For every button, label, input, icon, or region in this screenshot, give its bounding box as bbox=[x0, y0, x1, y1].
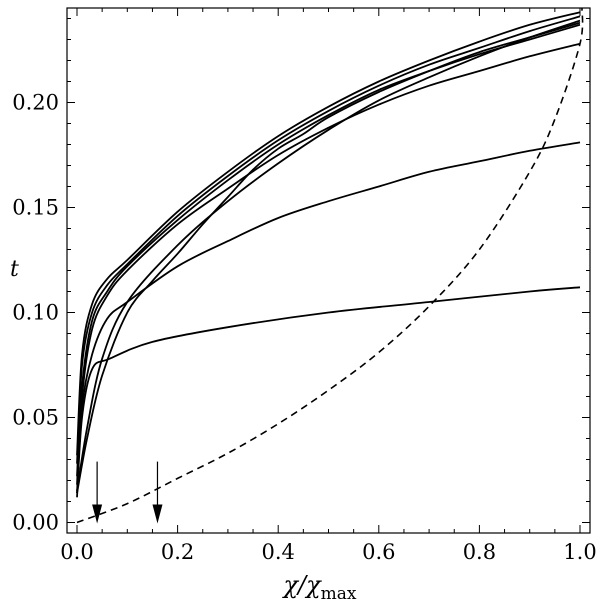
solid-curve-6 bbox=[76, 19, 581, 492]
solid-curve-4 bbox=[76, 23, 581, 477]
x-axis-label-main: χ/χ bbox=[281, 571, 322, 599]
arrow-head bbox=[152, 504, 163, 524]
x-axis-label-subscript: max bbox=[321, 584, 357, 600]
y-tick-label: 0.20 bbox=[12, 91, 59, 115]
y-axis-label: t bbox=[10, 257, 19, 282]
solid-curve-1 bbox=[76, 286, 581, 498]
y-tick-label: 0.00 bbox=[12, 511, 59, 535]
x-tick-label: 0.4 bbox=[261, 540, 294, 564]
x-axis-label: χ/χmax bbox=[281, 571, 356, 600]
arrow-head bbox=[92, 504, 103, 524]
y-tick-label: 0.15 bbox=[12, 196, 59, 220]
arrow-layer bbox=[92, 461, 163, 524]
plot-frame bbox=[66, 7, 591, 534]
x-tick-label: 0.2 bbox=[161, 540, 194, 564]
x-tick-label: 0.0 bbox=[60, 540, 93, 564]
solid-curve-2 bbox=[76, 141, 581, 494]
x-axis-ticks: 0.0 0.2 0.4 0.6 0.8 1.0 bbox=[60, 8, 597, 564]
x-tick-label: 0.8 bbox=[463, 540, 496, 564]
solid-curve-5 bbox=[76, 21, 581, 494]
y-tick-label: 0.05 bbox=[12, 406, 59, 430]
dashed-curve bbox=[76, 7, 584, 524]
x-tick-label: 0.6 bbox=[362, 540, 395, 564]
y-axis-ticks: 0.00 0.05 0.10 0.15 0.20 bbox=[12, 18, 590, 535]
series-layer bbox=[76, 7, 584, 524]
solid-curve-3 bbox=[76, 42, 581, 485]
solid-curve-8 bbox=[76, 11, 581, 456]
x-tick-label: 1.0 bbox=[563, 540, 596, 564]
y-tick-label: 0.10 bbox=[12, 301, 59, 325]
solid-curve-7 bbox=[76, 15, 581, 464]
